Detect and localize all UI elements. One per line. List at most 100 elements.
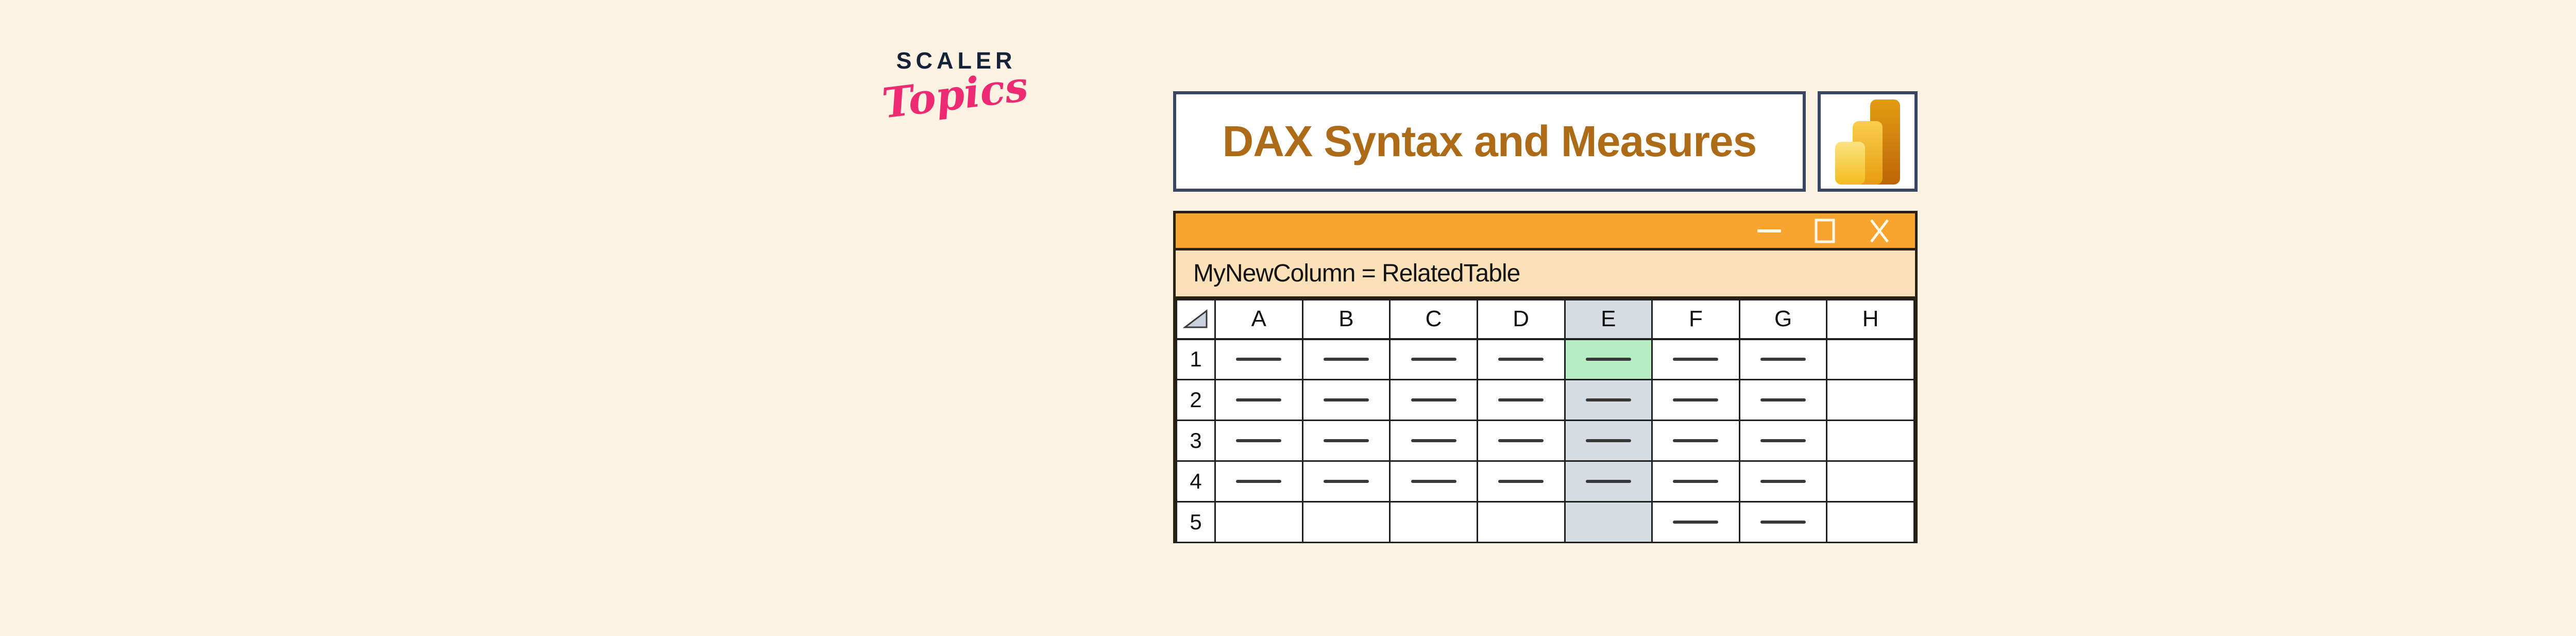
title-banner: DAX Syntax and Measures [1173, 91, 1806, 192]
cell-H4[interactable] [1826, 460, 1915, 503]
cell-D1[interactable] [1476, 338, 1566, 380]
cell-G4[interactable] [1738, 460, 1828, 503]
grid-row-3: 3 [1176, 420, 1915, 462]
cell-dash [1498, 439, 1544, 442]
cell-H3[interactable] [1826, 420, 1915, 462]
cell-C3[interactable] [1389, 420, 1478, 462]
cell-dash [1760, 480, 1806, 483]
cell-E3[interactable] [1564, 420, 1653, 462]
cell-dash [1236, 358, 1282, 361]
cell-B1[interactable] [1301, 338, 1391, 380]
cell-A4[interactable] [1214, 460, 1303, 503]
cell-B2[interactable] [1301, 379, 1391, 421]
cell-A5[interactable] [1214, 501, 1303, 543]
scaler-topics-logo: SCALER Topics [879, 47, 1030, 128]
cell-dash [1323, 439, 1369, 442]
cell-E1[interactable] [1564, 338, 1653, 380]
row-header-1[interactable]: 1 [1176, 338, 1216, 380]
column-header-F[interactable]: F [1651, 299, 1740, 340]
logo-brand-text: SCALER [896, 47, 1016, 74]
cell-F3[interactable] [1651, 420, 1740, 462]
cell-dash [1673, 439, 1719, 442]
cell-dash [1411, 480, 1456, 483]
close-button[interactable] [1869, 219, 1890, 243]
maximize-icon [1815, 219, 1835, 243]
column-header-B[interactable]: B [1301, 299, 1391, 340]
cell-dash [1673, 398, 1719, 401]
select-all-triangle-icon [1182, 309, 1208, 328]
cell-E5[interactable] [1564, 501, 1653, 543]
cell-B3[interactable] [1301, 420, 1391, 462]
cell-G5[interactable] [1738, 501, 1828, 543]
powerbi-logo-box [1818, 91, 1918, 192]
cell-H1[interactable] [1826, 338, 1915, 380]
cell-F2[interactable] [1651, 379, 1740, 421]
cell-dash [1411, 439, 1456, 442]
row-header-2[interactable]: 2 [1176, 379, 1216, 421]
cell-dash [1323, 358, 1369, 361]
column-header-C[interactable]: C [1389, 299, 1478, 340]
column-header-G[interactable]: G [1738, 299, 1828, 340]
cell-dash [1673, 480, 1719, 483]
column-header-A[interactable]: A [1214, 299, 1303, 340]
cell-F4[interactable] [1651, 460, 1740, 503]
column-header-D[interactable]: D [1476, 299, 1566, 340]
cell-D2[interactable] [1476, 379, 1566, 421]
column-header-H[interactable]: H [1826, 299, 1915, 340]
grid-row-2: 2 [1176, 379, 1915, 421]
cell-E4[interactable] [1564, 460, 1653, 503]
cell-dash [1585, 398, 1631, 401]
cell-dash [1498, 398, 1544, 401]
cell-dash [1411, 358, 1456, 361]
cell-E2[interactable] [1564, 379, 1653, 421]
maximize-button[interactable] [1814, 219, 1836, 243]
select-all-corner[interactable] [1176, 299, 1216, 340]
window-titlebar [1176, 213, 1915, 250]
cell-C5[interactable] [1389, 501, 1478, 543]
cell-dash [1760, 521, 1806, 524]
cell-C2[interactable] [1389, 379, 1478, 421]
cell-G1[interactable] [1738, 338, 1828, 380]
powerbi-bar-short [1835, 142, 1865, 185]
cell-D5[interactable] [1476, 501, 1566, 543]
cell-dash [1585, 439, 1631, 442]
cell-H5[interactable] [1826, 501, 1915, 543]
row-header-4[interactable]: 4 [1176, 460, 1216, 503]
cell-dash [1236, 439, 1282, 442]
cell-C1[interactable] [1389, 338, 1478, 380]
row-header-3[interactable]: 3 [1176, 420, 1216, 462]
cell-G2[interactable] [1738, 379, 1828, 421]
cell-B5[interactable] [1301, 501, 1391, 543]
cell-A2[interactable] [1214, 379, 1303, 421]
cell-dash [1760, 358, 1806, 361]
cell-D4[interactable] [1476, 460, 1566, 503]
cell-dash [1498, 358, 1544, 361]
grid-row-4: 4 [1176, 460, 1915, 503]
cell-A1[interactable] [1214, 338, 1303, 380]
cell-G3[interactable] [1738, 420, 1828, 462]
column-header-E[interactable]: E [1564, 299, 1653, 340]
cell-C4[interactable] [1389, 460, 1478, 503]
cell-dash [1498, 480, 1544, 483]
cell-dash [1411, 398, 1456, 401]
cell-H2[interactable] [1826, 379, 1915, 421]
page-title: DAX Syntax and Measures [1222, 117, 1757, 165]
row-header-5[interactable]: 5 [1176, 501, 1216, 543]
cell-A3[interactable] [1214, 420, 1303, 462]
cell-dash [1236, 480, 1282, 483]
cell-dash [1760, 439, 1806, 442]
minimize-button[interactable] [1757, 219, 1781, 243]
cell-dash [1585, 480, 1631, 483]
cell-B4[interactable] [1301, 460, 1391, 503]
cell-D3[interactable] [1476, 420, 1566, 462]
cell-F5[interactable] [1651, 501, 1740, 543]
power-bi-icon [1835, 99, 1900, 185]
grid-row-1: 1 [1176, 338, 1915, 380]
grid-row-5: 5 [1176, 501, 1915, 543]
formula-bar[interactable]: MyNewColumn = RelatedTable [1176, 250, 1915, 299]
formula-text: MyNewColumn = RelatedTable [1193, 260, 1520, 287]
cell-F1[interactable] [1651, 338, 1740, 380]
